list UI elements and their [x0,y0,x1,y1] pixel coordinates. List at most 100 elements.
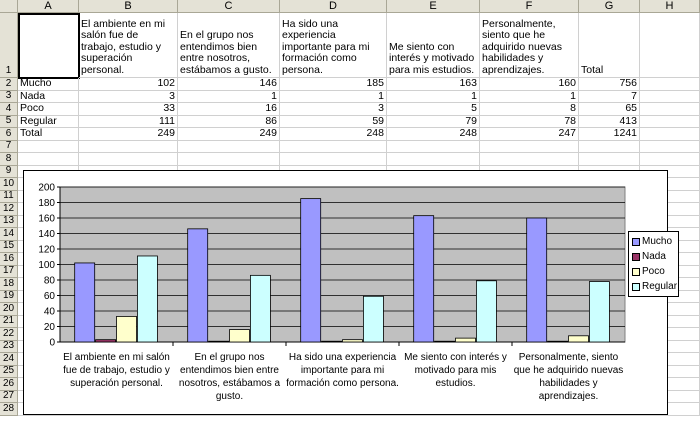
value-cell[interactable]: 146 [178,78,280,91]
row-header-7[interactable]: 7 [0,140,18,153]
row-label-cell[interactable]: Regular [18,115,79,128]
row-label-cell[interactable]: Total [18,128,79,141]
empty-cell[interactable] [640,115,700,128]
empty-cell[interactable] [640,153,700,166]
cell-b1[interactable]: El ambiente en mi salón fue de trabajo, … [79,13,178,78]
row-label-cell[interactable]: Poco [18,103,79,116]
value-cell[interactable]: 86 [178,115,280,128]
row-header-11[interactable]: 11 [0,190,18,203]
chart-legend[interactable]: Mucho Nada Poco Regular [628,231,679,297]
value-cell[interactable]: 79 [387,115,480,128]
empty-cell[interactable] [387,153,480,166]
row-header-23[interactable]: 23 [0,340,18,353]
value-cell[interactable]: 1 [480,90,579,103]
cell-a1[interactable] [18,13,80,79]
row-header-22[interactable]: 22 [0,328,18,341]
row-label-cell[interactable]: Mucho [18,78,79,91]
empty-cell[interactable] [640,128,700,141]
value-cell[interactable]: 7 [579,90,640,103]
cell-f1[interactable]: Personalmente, siento que he adquirido n… [480,13,579,78]
empty-cell[interactable] [280,140,387,153]
column-header-b[interactable]: B [79,0,178,13]
value-cell[interactable]: 3 [280,103,387,116]
empty-cell[interactable] [280,153,387,166]
value-cell[interactable]: 160 [480,78,579,91]
row-header-12[interactable]: 12 [0,203,18,216]
value-cell[interactable]: 248 [280,128,387,141]
value-cell[interactable]: 247 [480,128,579,141]
cell-c1[interactable]: En el grupo nos entendimos bien entre no… [178,13,280,78]
empty-cell[interactable] [579,140,640,153]
empty-cell[interactable] [18,153,79,166]
row-header-10[interactable]: 10 [0,178,18,191]
empty-cell[interactable] [178,153,280,166]
value-cell[interactable]: 163 [387,78,480,91]
value-cell[interactable]: 413 [579,115,640,128]
bar-chart[interactable]: 0 20 40 60 80 100 120 140 160 180 200 El ambiente e… [23,170,668,415]
row-header-5[interactable]: 5 [0,115,18,128]
cell-d1[interactable]: Ha sido una experiencia importante para … [280,13,387,78]
row-header-4[interactable]: 4 [0,103,18,116]
cell-e1[interactable]: Me siento con interés y motivado para mi… [387,13,480,78]
empty-cell[interactable] [640,78,700,91]
cell-g1[interactable]: Total [579,13,640,78]
empty-cell[interactable] [579,153,640,166]
row-header-13[interactable]: 13 [0,215,18,228]
value-cell[interactable]: 78 [480,115,579,128]
row-header-19[interactable]: 19 [0,290,18,303]
value-cell[interactable]: 16 [178,103,280,116]
select-all-corner[interactable] [0,0,18,13]
row-header-17[interactable]: 17 [0,265,18,278]
empty-cell[interactable] [640,103,700,116]
value-cell[interactable]: 102 [79,78,178,91]
column-header-c[interactable]: C [178,0,280,13]
row-header-20[interactable]: 20 [0,303,18,316]
value-cell[interactable]: 8 [480,103,579,116]
empty-cell[interactable] [79,153,178,166]
row-header-21[interactable]: 21 [0,315,18,328]
column-header-a[interactable]: A [18,0,79,13]
value-cell[interactable]: 1241 [579,128,640,141]
value-cell[interactable]: 1 [280,90,387,103]
value-cell[interactable]: 33 [79,103,178,116]
row-header-24[interactable]: 24 [0,353,18,366]
empty-cell[interactable] [640,140,700,153]
value-cell[interactable]: 111 [79,115,178,128]
value-cell[interactable]: 5 [387,103,480,116]
value-cell[interactable]: 756 [579,78,640,91]
value-cell[interactable]: 1 [178,90,280,103]
row-header-14[interactable]: 14 [0,228,18,241]
row-header-6[interactable]: 6 [0,128,18,141]
column-header-d[interactable]: D [280,0,387,13]
column-header-g[interactable]: G [579,0,640,13]
empty-cell[interactable] [640,90,700,103]
row-header-26[interactable]: 26 [0,378,18,391]
row-header-9[interactable]: 9 [0,165,18,178]
empty-cell[interactable] [79,140,178,153]
row-header-18[interactable]: 18 [0,278,18,291]
empty-cell[interactable] [480,153,579,166]
column-header-h[interactable]: H [640,0,700,13]
cell-h1[interactable] [640,13,700,78]
value-cell[interactable]: 249 [79,128,178,141]
row-header-3[interactable]: 3 [0,90,18,103]
row-header-28[interactable]: 28 [0,403,18,416]
row-header-25[interactable]: 25 [0,365,18,378]
value-cell[interactable]: 3 [79,90,178,103]
empty-cell[interactable] [387,140,480,153]
value-cell[interactable]: 185 [280,78,387,91]
row-label-cell[interactable]: Nada [18,90,79,103]
empty-cell[interactable] [480,140,579,153]
row-header-27[interactable]: 27 [0,390,18,403]
empty-cell[interactable] [18,140,79,153]
row-header-8[interactable]: 8 [0,153,18,166]
row-header-1[interactable]: 1 [0,13,18,78]
row-header-15[interactable]: 15 [0,240,18,253]
column-header-f[interactable]: F [480,0,579,13]
row-header-2[interactable]: 2 [0,78,18,91]
value-cell[interactable]: 249 [178,128,280,141]
column-header-e[interactable]: E [387,0,480,13]
value-cell[interactable]: 1 [387,90,480,103]
value-cell[interactable]: 59 [280,115,387,128]
